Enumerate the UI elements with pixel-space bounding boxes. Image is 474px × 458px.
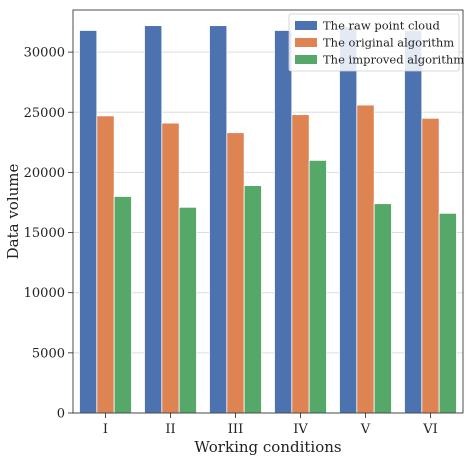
legend-swatch bbox=[295, 55, 317, 64]
x-tick-label: I bbox=[103, 422, 108, 437]
bar bbox=[274, 30, 293, 414]
bar bbox=[96, 115, 115, 414]
legend-label: The raw point cloud bbox=[323, 19, 440, 33]
legend-label: The improved algorithm bbox=[323, 53, 464, 67]
plot-background bbox=[73, 10, 463, 413]
bar bbox=[438, 212, 457, 414]
legend-swatch bbox=[295, 38, 317, 47]
x-axis-ticks: I II III IV V VI bbox=[103, 413, 438, 437]
y-tick-label: 30000 bbox=[24, 46, 65, 61]
x-tick-label: II bbox=[165, 422, 175, 437]
bar bbox=[421, 117, 440, 414]
x-axis-label: Working conditions bbox=[194, 438, 341, 456]
x-tick-label: VI bbox=[422, 422, 438, 437]
bar bbox=[113, 196, 132, 414]
bar bbox=[291, 114, 310, 414]
x-tick-label: V bbox=[360, 422, 371, 437]
y-tick-label: 15000 bbox=[24, 226, 65, 241]
bar bbox=[144, 25, 163, 414]
legend-box bbox=[288, 13, 460, 72]
legend-swatch bbox=[295, 21, 317, 30]
y-tick-label: 10000 bbox=[24, 286, 65, 301]
bar bbox=[161, 122, 180, 414]
bar bbox=[79, 30, 98, 414]
y-tick-label: 25000 bbox=[24, 106, 65, 121]
bar bbox=[356, 104, 375, 414]
y-axis-ticks: 0 5000 10000 15000 20000 25000 30000 bbox=[24, 46, 73, 422]
bar bbox=[404, 30, 423, 414]
plot-frame bbox=[72, 9, 464, 414]
bar bbox=[339, 26, 358, 414]
y-tick-label: 0 bbox=[57, 407, 65, 422]
bar bbox=[178, 206, 197, 414]
bar bbox=[373, 203, 392, 414]
bar bbox=[226, 132, 245, 414]
x-tick-label: III bbox=[228, 422, 243, 437]
bars bbox=[79, 25, 457, 414]
bar bbox=[308, 159, 327, 414]
y-tick-label: 20000 bbox=[24, 166, 65, 181]
y-axis-label: Data volume bbox=[4, 163, 22, 259]
y-tick-label: 5000 bbox=[32, 346, 65, 361]
legend: The raw point cloud The original algorith… bbox=[288, 13, 464, 72]
legend-label: The original algorithm bbox=[323, 36, 454, 50]
x-tick-label: IV bbox=[293, 422, 308, 437]
bar bbox=[209, 25, 228, 414]
bar bbox=[243, 185, 262, 414]
